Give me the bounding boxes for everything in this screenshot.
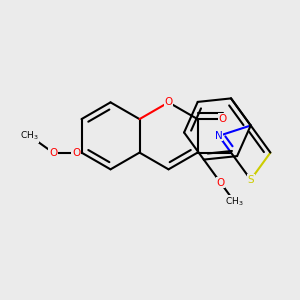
Text: O: O: [49, 148, 57, 158]
Text: S: S: [248, 175, 254, 185]
Text: CH$_3$: CH$_3$: [225, 195, 244, 208]
Text: O: O: [218, 114, 227, 124]
Text: CH$_3$: CH$_3$: [20, 130, 39, 142]
Text: N: N: [215, 131, 223, 141]
Text: O: O: [164, 98, 173, 107]
Text: O: O: [72, 148, 80, 158]
Text: O: O: [216, 178, 225, 188]
